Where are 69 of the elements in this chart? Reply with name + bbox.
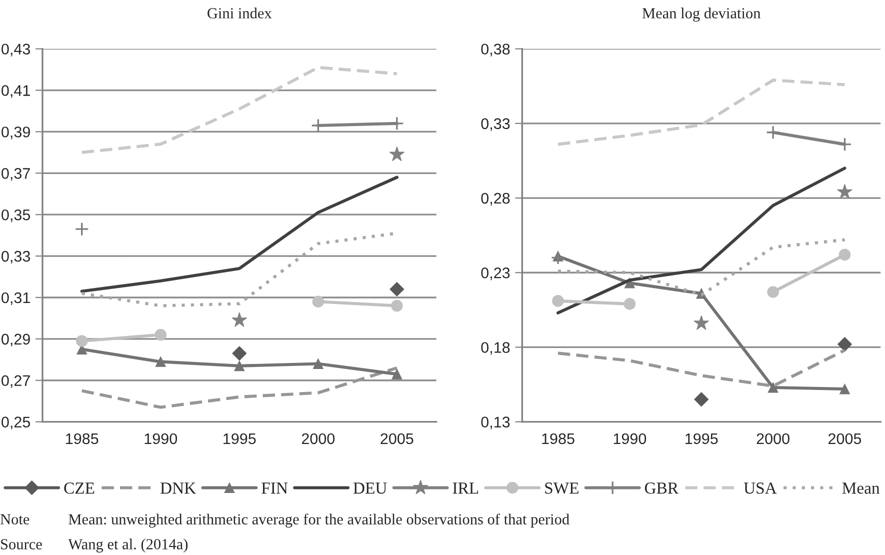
- y-tick-label: 0,41: [2, 85, 30, 98]
- y-tick-label: 0,29: [2, 334, 30, 346]
- point: [312, 296, 324, 308]
- point: [232, 346, 247, 361]
- point: [838, 137, 852, 152]
- point: [312, 358, 324, 369]
- point: [694, 315, 709, 330]
- y-tick-label: 0,35: [2, 209, 30, 222]
- x-tick-label: 2005: [828, 433, 862, 444]
- y-tick-label: 0,43: [2, 44, 30, 56]
- line-series: [80, 66, 398, 154]
- point: [694, 392, 709, 407]
- legend-label: DEU: [353, 482, 387, 494]
- y-tick-label: 0,18: [481, 342, 510, 355]
- text: Source Wang et al. (2014a): [1, 538, 188, 553]
- chart-title: Gini index: [208, 8, 272, 18]
- line-series: [556, 166, 846, 314]
- point: [390, 282, 404, 296]
- point: [154, 328, 167, 341]
- x-tick-label: 2000: [302, 433, 335, 444]
- legend-label: IRL: [452, 482, 478, 494]
- point: [391, 300, 403, 312]
- y-tick-label: 0,38: [481, 44, 510, 56]
- x-tick-label: 1990: [614, 433, 646, 444]
- y-tick-label: 0,13: [481, 416, 510, 430]
- y-tick-label: 0,23: [481, 267, 510, 280]
- legend-label: GBR: [644, 482, 678, 494]
- x-tick-label: 2005: [380, 433, 414, 444]
- x-tick-label: 1985: [542, 433, 574, 444]
- y-tick-label: 0,33: [481, 118, 510, 131]
- y-tick-label: 0,37: [2, 168, 30, 181]
- y-tick-label: 0,31: [2, 292, 30, 305]
- point: [768, 382, 778, 393]
- x-tick-label: 1990: [144, 433, 178, 444]
- legend-label: SWE: [545, 482, 578, 494]
- point: [155, 356, 166, 367]
- line-series: [556, 78, 846, 146]
- legend-label: FIN: [262, 482, 288, 494]
- x-tick-label: 1995: [224, 433, 256, 444]
- point: [837, 184, 852, 199]
- x-tick-label: 1985: [66, 433, 98, 444]
- point: [840, 384, 850, 394]
- text: Note Mean: unweighted arithmetic average for the available observations of that period: [0, 514, 570, 528]
- y-tick-label: 0,33: [2, 250, 30, 264]
- point: [550, 250, 566, 265]
- line-series: [80, 176, 398, 293]
- point: [552, 295, 564, 307]
- y-tick-label: 0,39: [2, 126, 30, 140]
- point: [234, 360, 245, 372]
- x-tick-label: 1995: [686, 433, 718, 444]
- legend-label: CZE: [64, 482, 94, 494]
- y-tick-label: 0,27: [2, 375, 30, 388]
- point: [74, 222, 89, 236]
- legend-label: Mean: [842, 482, 880, 494]
- x-tick-label: 2000: [756, 433, 790, 444]
- legend-label: DNK: [160, 482, 196, 494]
- point: [838, 248, 851, 261]
- point: [767, 286, 779, 298]
- point: [389, 146, 405, 162]
- chart-title: Mean log deviation: [642, 8, 761, 22]
- point: [392, 368, 402, 380]
- point: [766, 125, 780, 140]
- y-tick-label: 0,28: [481, 192, 510, 206]
- point: [232, 312, 248, 327]
- point: [76, 335, 88, 347]
- point: [838, 337, 852, 352]
- y-tick-label: 0,25: [2, 416, 30, 430]
- point: [624, 298, 636, 310]
- legend-label: USA: [744, 482, 777, 494]
